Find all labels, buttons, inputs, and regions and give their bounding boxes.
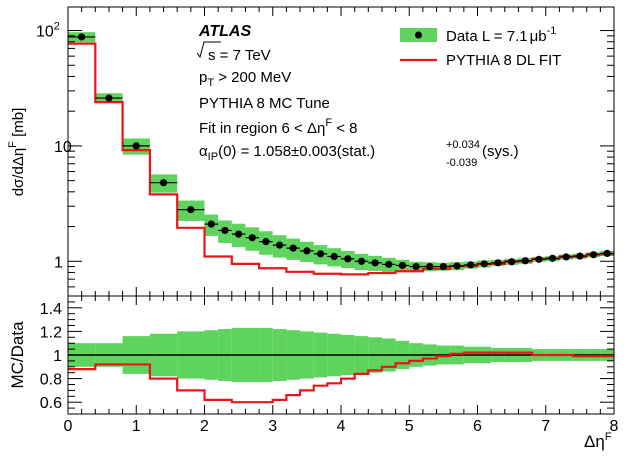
data-point xyxy=(521,257,529,265)
data-point xyxy=(344,255,352,263)
data-point xyxy=(207,220,215,228)
data-point xyxy=(453,262,461,270)
x-tick-labels: 0 1 2 3 4 5 6 7 8 xyxy=(64,418,619,435)
data-point xyxy=(78,33,86,41)
data-point xyxy=(494,259,502,267)
svg-text:dσ/dΔηF [mb]: dσ/dΔηF [mb] xyxy=(7,108,27,197)
data-point xyxy=(357,257,366,265)
data-point xyxy=(371,259,379,267)
data-point xyxy=(221,226,229,235)
data-point xyxy=(132,142,140,150)
x-tick-label: 4 xyxy=(337,418,346,435)
data-point xyxy=(316,250,325,258)
y-tick-label: 0.8 xyxy=(40,372,62,389)
svg-text:MC/Data: MC/Data xyxy=(8,321,27,389)
svg-text:PYTHIA 8 DL FIT: PYTHIA 8 DL FIT xyxy=(446,52,561,69)
alpha-fit-label: αIP(0) = 1.058±0.003(stat.) +0.034 -0.03… xyxy=(199,139,519,169)
data-point xyxy=(398,261,407,270)
y-tick-label: 1 xyxy=(53,348,62,365)
x-tick-label: 3 xyxy=(268,418,277,435)
legend-mc-entry: PYTHIA 8 DL FIT xyxy=(400,52,561,69)
data-point xyxy=(187,206,195,214)
data-point xyxy=(412,262,420,271)
x-tick-label: 0 xyxy=(64,418,73,435)
svg-text:αIP(0) = 1.058±0.003(stat.): αIP(0) = 1.058±0.003(stat.) xyxy=(199,143,375,163)
legend: Data L = 7.1 μb-1 PYTHIA 8 DL FIT xyxy=(400,25,561,69)
data-point xyxy=(562,253,570,261)
ratio-y-tick-labels: 0.6 0.8 1 1.2 1.4 xyxy=(40,301,62,412)
ratio-panel: 0.6 0.8 1 1.2 1.4 0 1 2 3 4 5 6 7 8 MC/Data ΔηF xyxy=(8,295,619,451)
pt-cut-label: pT > 200 MeV xyxy=(199,69,291,89)
svg-text:-0.039: -0.039 xyxy=(446,157,477,169)
data-point xyxy=(330,252,338,261)
data-point xyxy=(603,249,611,258)
x-axis-label: ΔηF xyxy=(584,431,612,451)
tune-label: PYTHIA 8 MC Tune xyxy=(199,95,330,112)
ratio-y-axis-label: MC/Data xyxy=(8,321,27,389)
x-tick-label: 7 xyxy=(541,418,550,435)
data-point xyxy=(385,260,393,268)
energy-label: s = 7 TeV xyxy=(196,41,271,64)
y-tick-label: 10 xyxy=(54,139,72,156)
main-panel: 102 10 1 dσ/dΔηF [mb] ATLAS s = 7 TeV pT >… xyxy=(7,6,615,297)
x-tick-label: 1 xyxy=(132,418,141,435)
y-tick-label: 0.6 xyxy=(40,395,62,412)
data-point xyxy=(589,251,598,259)
data-point xyxy=(262,238,270,246)
data-point xyxy=(248,234,256,242)
data-point xyxy=(480,260,488,268)
data-point xyxy=(576,252,584,260)
svg-text:+0.034: +0.034 xyxy=(446,139,480,151)
fit-region-label: Fit in region 6 < ΔηF < 8 xyxy=(199,117,358,137)
data-point xyxy=(303,247,311,255)
data-point xyxy=(105,94,113,102)
data-point xyxy=(235,230,243,238)
x-tick-label: 5 xyxy=(405,418,414,435)
x-tick-label: 2 xyxy=(200,418,209,435)
y-tick-label: 1.2 xyxy=(40,324,62,341)
ratio-frame xyxy=(67,295,615,415)
legend-data-marker xyxy=(415,31,422,39)
ratio-mc-histogram xyxy=(68,351,614,404)
main-y-tick-labels: 102 10 1 xyxy=(36,21,72,272)
data-point xyxy=(467,261,475,269)
data-points xyxy=(68,33,614,271)
main-axis-ticks xyxy=(67,7,614,297)
y-tick-label: 1 xyxy=(54,254,63,271)
y-tick-label: 102 xyxy=(36,21,60,41)
x-tick-label: 6 xyxy=(473,418,482,435)
data-point xyxy=(535,255,543,263)
svg-text:(sys.): (sys.) xyxy=(482,143,519,160)
svg-text:Data L = 7.1μb-1: Data L = 7.1 μb-1 xyxy=(446,25,556,45)
legend-data-entry: Data L = 7.1 μb-1 xyxy=(400,25,556,45)
y-tick-label: 1.4 xyxy=(40,301,62,318)
x-tick-label: 8 xyxy=(610,418,619,435)
data-point xyxy=(508,258,516,266)
svg-text:s = 7 TeV: s = 7 TeV xyxy=(208,47,271,64)
main-y-axis-label: dσ/dΔηF [mb] xyxy=(7,108,27,197)
data-point xyxy=(275,241,284,249)
data-point xyxy=(439,262,447,271)
data-point xyxy=(426,262,434,271)
data-point xyxy=(548,254,557,262)
atlas-label: ATLAS xyxy=(198,23,251,40)
data-point xyxy=(159,179,168,187)
ratio-mc-line xyxy=(68,351,614,404)
data-point xyxy=(289,244,297,252)
